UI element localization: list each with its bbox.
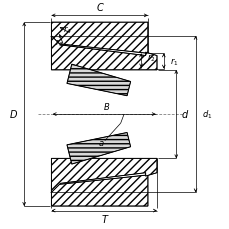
Text: $r_3$: $r_3$ bbox=[55, 38, 63, 49]
Text: $d_1$: $d_1$ bbox=[201, 108, 211, 121]
Text: $r_4$: $r_4$ bbox=[63, 24, 71, 35]
Text: C: C bbox=[96, 3, 103, 13]
Polygon shape bbox=[67, 65, 130, 96]
Text: $r_2$: $r_2$ bbox=[146, 52, 155, 63]
Polygon shape bbox=[51, 23, 147, 54]
Polygon shape bbox=[51, 37, 156, 71]
Text: D: D bbox=[10, 110, 18, 120]
Polygon shape bbox=[51, 175, 147, 206]
Polygon shape bbox=[51, 159, 156, 193]
Text: T: T bbox=[101, 214, 107, 224]
Text: a: a bbox=[98, 138, 104, 147]
Polygon shape bbox=[67, 133, 130, 164]
Text: d: d bbox=[180, 110, 187, 120]
Text: B: B bbox=[103, 102, 109, 111]
Text: $r_1$: $r_1$ bbox=[169, 56, 177, 68]
